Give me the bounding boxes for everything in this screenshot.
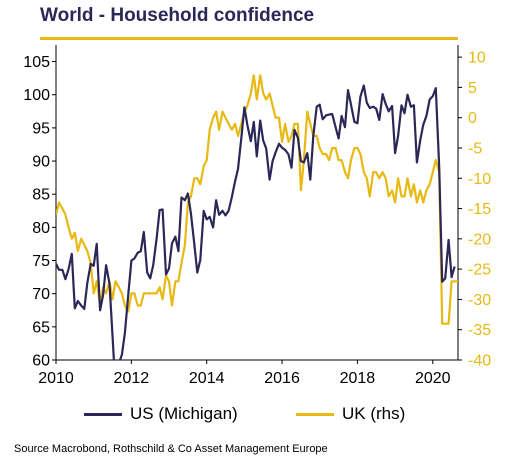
x-axis-ticks: 2010 2012 2014 2016 2018 2020 <box>38 360 451 387</box>
legend-label-us: US (Michigan) <box>130 404 238 423</box>
right-tick-label: -15 <box>468 201 491 218</box>
right-tick-label: -30 <box>468 292 491 309</box>
legend-item-us: US (Michigan) <box>84 404 238 424</box>
left-tick-label: 65 <box>32 319 50 336</box>
chart-title: World - Household confidence <box>40 5 315 26</box>
x-tick-label: 2018 <box>340 370 376 387</box>
axis-lines <box>55 45 459 361</box>
source-note: Source Macrobond, Rothschild & Co Asset … <box>14 443 328 455</box>
left-tick-label: 60 <box>32 353 50 370</box>
right-tick-label: -5 <box>468 140 482 157</box>
left-tick-label: 100 <box>23 87 50 104</box>
right-tick-label: -35 <box>468 322 491 339</box>
right-axis-ticks: -40 -35 -30 -25 -20 -15 -10 -5 0 5 10 <box>458 50 491 370</box>
x-tick-label: 2016 <box>264 370 300 387</box>
right-tick-label: 0 <box>468 110 477 127</box>
x-tick-label: 2014 <box>189 370 225 387</box>
legend-item-uk: UK (rhs) <box>296 404 405 424</box>
left-tick-label: 70 <box>32 286 50 303</box>
left-tick-label: 85 <box>32 187 50 204</box>
left-tick-label: 90 <box>32 154 50 171</box>
right-tick-label: -10 <box>468 171 491 188</box>
left-axis-ticks: 60 65 70 75 80 85 90 95 100 105 <box>23 54 56 370</box>
x-tick-label: 2010 <box>38 370 74 387</box>
x-tick-label: 2012 <box>114 370 150 387</box>
left-tick-label: 75 <box>32 253 50 270</box>
right-tick-label: -25 <box>468 262 491 279</box>
left-tick-label: 80 <box>32 220 50 237</box>
series-line-uk <box>56 74 458 325</box>
series-line-us <box>56 84 456 360</box>
x-tick-label: 2020 <box>415 370 451 387</box>
title-rule <box>40 37 458 40</box>
right-tick-label: 10 <box>468 50 486 67</box>
right-tick-label: 5 <box>468 80 477 97</box>
legend-label-uk: UK (rhs) <box>342 404 406 423</box>
right-tick-label: -40 <box>468 353 491 370</box>
right-tick-label: -20 <box>468 231 491 248</box>
left-tick-label: 105 <box>23 54 50 71</box>
left-tick-label: 95 <box>32 120 50 137</box>
legend-swatch-us <box>84 412 122 416</box>
series-layer <box>56 74 458 360</box>
legend-swatch-uk <box>296 412 334 416</box>
